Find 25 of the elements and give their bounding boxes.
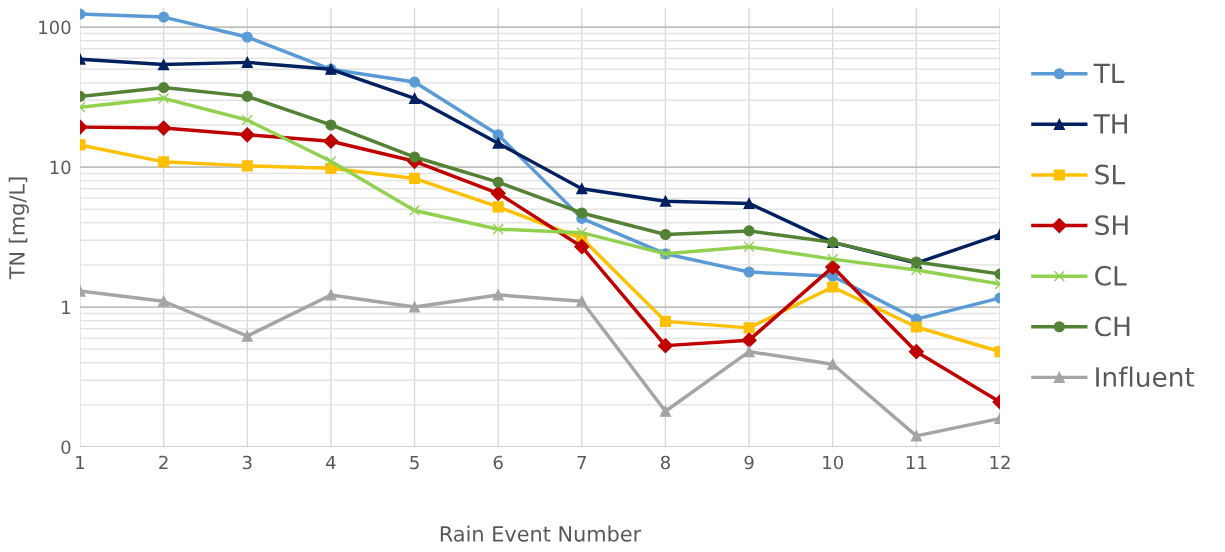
y-tick-label: 1 <box>62 300 70 314</box>
x-axis-title: Rain Event Number <box>440 525 642 542</box>
legend-label: Influent <box>1096 366 1195 387</box>
y-tick-label: 0 <box>61 440 71 455</box>
x-tick-label: 2 <box>159 455 168 470</box>
x-tick-label: 11 <box>906 455 927 470</box>
legend-label: SH <box>1095 215 1128 236</box>
x-tick-label: 5 <box>410 455 419 470</box>
legend-label: TL <box>1093 63 1125 83</box>
x-tick-label: 7 <box>577 455 587 470</box>
legend-label: TH <box>1093 114 1128 134</box>
y-tick-label: 10 <box>50 160 71 175</box>
x-tick-label: 3 <box>242 455 252 470</box>
x-tick-label: 4 <box>326 455 336 470</box>
x-tick-label: 10 <box>823 455 844 470</box>
y-tick-label: 100 <box>39 20 71 35</box>
y-axis-title: TN [mg/L] <box>8 177 29 280</box>
x-tick-label: 6 <box>493 455 503 470</box>
legend-label: CH <box>1095 316 1130 337</box>
legend-label: SL <box>1095 164 1125 185</box>
x-tick-label: 9 <box>744 455 754 470</box>
legend-label: CL <box>1095 265 1127 286</box>
x-tick-label: 8 <box>660 455 670 470</box>
x-tick-label: 1 <box>76 455 85 470</box>
x-tick-label: 12 <box>990 455 1010 470</box>
